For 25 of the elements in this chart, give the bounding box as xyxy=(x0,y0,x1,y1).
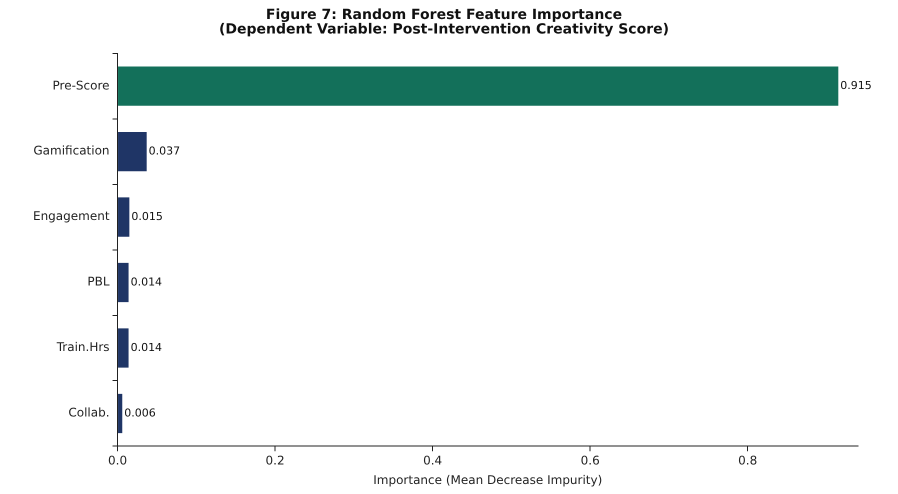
x-tick-label: 0.4 xyxy=(423,454,442,468)
data-label: 0.006 xyxy=(124,406,156,420)
bar xyxy=(118,197,130,237)
bar xyxy=(118,66,838,106)
data-label: 0.915 xyxy=(840,78,872,92)
bar xyxy=(118,394,122,434)
y-tick-label: Train.Hrs xyxy=(56,340,110,354)
bar xyxy=(118,132,147,172)
y-tick-label: Collab. xyxy=(68,406,110,420)
x-axis-title: Importance (Mean Decrease Impurity) xyxy=(373,472,602,487)
x-tick-label: 0.2 xyxy=(266,454,285,468)
x-tick-label: 0.6 xyxy=(580,454,600,468)
y-tick-label: Pre-Score xyxy=(52,78,110,92)
data-label: 0.037 xyxy=(148,144,180,158)
x-tick-label: 0.0 xyxy=(108,454,128,468)
y-tick-label: Engagement xyxy=(32,209,110,224)
data-label: 0.015 xyxy=(131,210,163,223)
data-label: 0.014 xyxy=(130,340,162,354)
chart-title: Figure 7: Random Forest Feature Importance (Dependent Variable: Post-Intervention Creativity Score) xyxy=(218,6,670,38)
x-tick-label: 0.8 xyxy=(738,454,758,468)
bar xyxy=(118,328,129,368)
data-label: 0.014 xyxy=(130,275,162,288)
y-tick-label: PBL xyxy=(87,274,110,289)
y-tick-label: Gamification xyxy=(33,144,110,158)
bar xyxy=(118,262,129,302)
